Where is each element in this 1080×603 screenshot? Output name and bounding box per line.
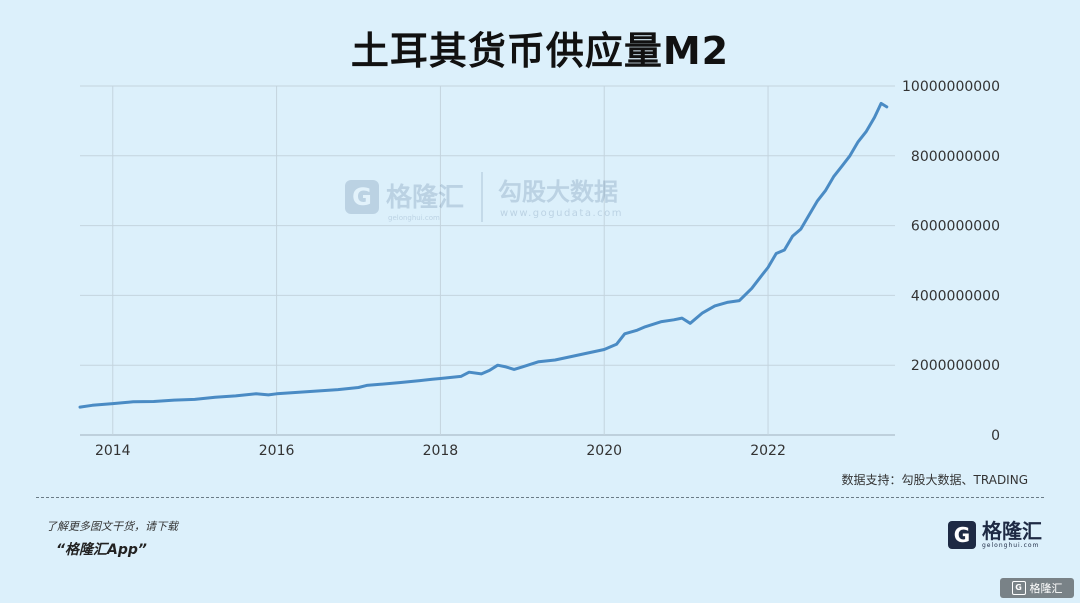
promo-line1: 了解更多图文干货，请下载 [46,520,178,533]
watermark-logo-glyph: G [352,183,372,211]
watermark: G 格隆汇 gelonghui.com 勾股大数据 www.gogudata.c… [345,172,623,222]
brand-sub: gelonghui.com [982,542,1040,549]
axes: 0 2000000000 4000000000 6000000000 800000000… [95,79,1000,459]
brand-text: 格隆汇 gelonghui.com [982,520,1042,549]
line-chart: G 格隆汇 gelonghui.com 勾股大数据 www.gogudata.c… [78,79,1000,459]
watermark-partner: 勾股大数据 [498,178,618,206]
watermark-brand: 格隆汇 [386,182,464,213]
x-tick-label: 2022 [750,443,786,459]
data-source: 数据支持：勾股大数据、TRADING [841,473,1028,487]
x-tick-label: 2016 [259,443,295,459]
y-tick-label: 0 [991,428,1000,444]
chart-title: 土耳其货币供应量M2 [350,29,730,73]
watermark-logo-icon [345,180,379,214]
corner-badge: G 格隆汇 [1000,578,1074,598]
footer-brand: G 格隆汇 gelonghui.com [948,520,1042,549]
y-tick-label: 4000000000 [911,288,1000,304]
watermark-brand-sub: gelonghui.com [388,214,440,222]
corner-logo-icon: G [1011,581,1026,595]
grid [80,85,895,436]
watermark-partner-sub: www.gogudata.com [500,208,623,219]
corner-label: 格隆汇 [1029,582,1063,595]
y-tick-label: 8000000000 [911,149,1000,165]
x-tick-label: 2020 [586,443,622,459]
series-line-m2 [78,101,889,409]
y-tick-label: 2000000000 [911,358,1000,374]
footer-divider [36,497,1044,498]
brand-name: 格隆汇 [982,519,1042,543]
y-tick-label: 10000000000 [902,79,1000,95]
y-tick-label: 6000000000 [911,219,1000,235]
x-tick-label: 2018 [423,443,459,459]
brand-logo-icon: G [948,520,976,549]
promo-line2: “格隆汇App” [56,542,147,558]
x-tick-label: 2014 [95,443,131,459]
